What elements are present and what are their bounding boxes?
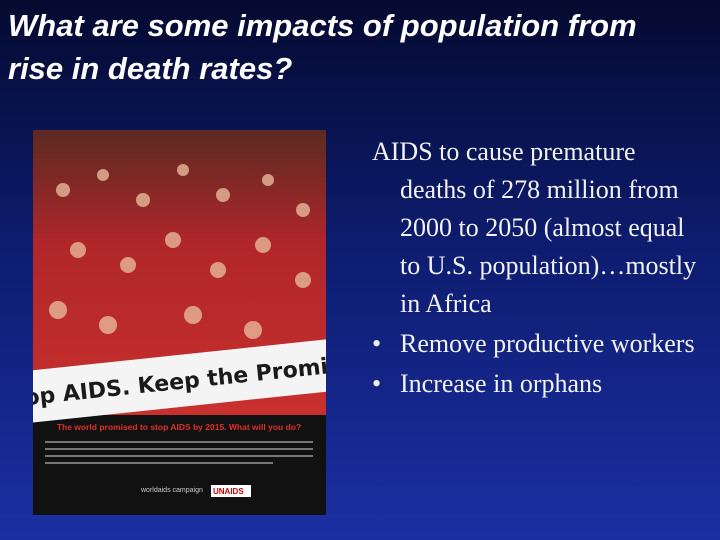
poster-tagline: The world promised to stop AIDS by 2015.… xyxy=(57,422,301,432)
logo-right: UNAIDS xyxy=(213,487,244,496)
faces xyxy=(49,164,311,339)
slide-title: What are some impacts of population from… xyxy=(8,8,637,86)
logo-left: worldaids campaign xyxy=(140,487,203,494)
bullet-item: Increase in orphans xyxy=(372,365,707,403)
bullet-item: Remove productive workers xyxy=(372,325,707,363)
poster: Stop AIDS. Keep the Promise. The world p… xyxy=(33,130,326,515)
fine-print xyxy=(45,441,313,464)
bullet-list: AIDS to cause premature deaths of 278 mi… xyxy=(372,133,707,405)
logo-box xyxy=(211,485,251,497)
bullet-item: AIDS to cause premature deaths of 278 mi… xyxy=(372,137,697,318)
